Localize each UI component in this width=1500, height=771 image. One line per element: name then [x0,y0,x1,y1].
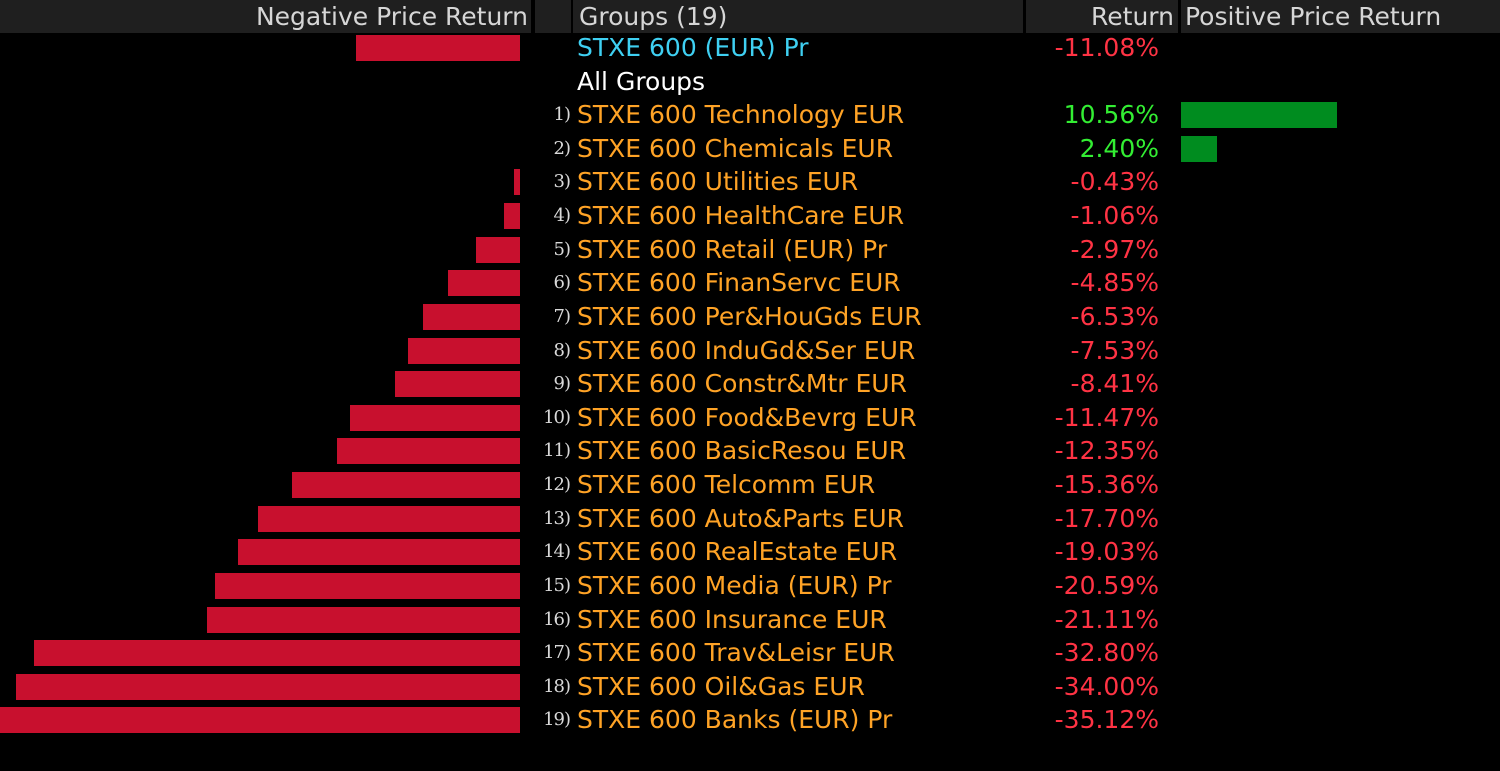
row-number: 19) [543,709,571,731]
row-number: 14) [543,541,571,563]
group-return-value: 10.56% [1063,100,1159,130]
negative-return-header[interactable]: Negative Price Return [0,0,531,33]
group-return-value: -4.85% [1070,268,1159,298]
row-number: 7) [553,305,571,327]
return-bar[interactable] [0,707,520,734]
group-name[interactable]: STXE 600 Trav&Leisr EUR [577,638,895,668]
group-name[interactable]: STXE 600 Auto&Parts EUR [577,503,905,533]
group-name[interactable]: STXE 600 FinanServc EUR [577,268,901,298]
group-name[interactable]: STXE 600 Chemicals EUR [577,133,894,163]
return-bar[interactable] [408,337,520,364]
return-bar[interactable] [1181,102,1338,129]
return-bar[interactable] [475,236,520,263]
benchmark-name[interactable]: STXE 600 (EUR) Pr [577,33,809,62]
positive-return-header[interactable]: Positive Price Return [1181,0,1500,33]
group-return-value: 2.40% [1079,133,1159,163]
group-return-value: -19.03% [1054,537,1159,567]
row-number: 4) [553,205,571,227]
group-name[interactable]: STXE 600 Insurance EUR [577,604,887,634]
group-return-value: -15.36% [1054,470,1159,500]
row-number: 18) [543,675,571,697]
group-name[interactable]: STXE 600 Telcomm EUR [577,470,876,500]
return-bar[interactable] [207,606,520,633]
group-name[interactable]: STXE 600 InduGd&Ser EUR [577,335,916,365]
return-bar[interactable] [336,438,520,465]
group-name[interactable]: STXE 600 Technology EUR [577,100,905,130]
return-bar[interactable] [350,404,520,431]
group-return-value: -12.35% [1054,436,1159,466]
benchmark-return-bar[interactable] [355,35,520,61]
return-bar[interactable] [33,640,520,667]
return-bar[interactable] [292,472,520,499]
return-bar[interactable] [395,371,520,398]
group-name[interactable]: STXE 600 Per&HouGds EUR [577,301,922,331]
row-number: 3) [553,171,571,193]
group-name[interactable]: STXE 600 Oil&Gas EUR [577,671,865,701]
row-number: 16) [543,608,571,630]
row-number: 12) [543,474,571,496]
group-name[interactable]: STXE 600 RealEstate EUR [577,537,898,567]
group-return-value: -7.53% [1070,335,1159,365]
row-number: 15) [543,574,571,596]
group-name[interactable]: STXE 600 Constr&Mtr EUR [577,369,907,399]
return-bar[interactable] [1181,135,1217,162]
group-return-value: -2.97% [1070,234,1159,264]
row-number: 1) [553,104,571,126]
group-return-value: -0.43% [1070,167,1159,197]
return-bar[interactable] [504,203,520,230]
row-number: 6) [553,272,571,294]
header-spacer [535,0,571,33]
return-bar[interactable] [513,169,520,196]
row-number: 17) [543,642,571,664]
group-name[interactable]: STXE 600 Media (EUR) Pr [577,570,892,600]
group-name[interactable]: STXE 600 HealthCare EUR [577,201,905,231]
return-header[interactable]: Return [1026,0,1178,33]
return-bar[interactable] [214,572,520,599]
return-bar[interactable] [16,673,520,700]
group-return-value: -17.70% [1054,503,1159,533]
group-name[interactable]: STXE 600 Banks (EUR) Pr [577,705,893,735]
row-number: 8) [553,339,571,361]
group-return-value: -20.59% [1054,570,1159,600]
row-number: 2) [553,137,571,159]
group-return-value: -6.53% [1070,301,1159,331]
group-return-value: -8.41% [1070,369,1159,399]
group-return-value: -35.12% [1054,705,1159,735]
return-bar[interactable] [237,539,520,566]
all-groups-label[interactable]: All Groups [577,66,706,96]
return-bar[interactable] [423,303,520,330]
return-bar[interactable] [448,270,520,297]
benchmark-return-value: -11.08% [1054,33,1159,62]
row-number: 10) [543,406,571,428]
row-number: 11) [543,440,571,462]
group-name[interactable]: STXE 600 Utilities EUR [577,167,859,197]
row-number: 5) [553,238,571,260]
group-return-value: -32.80% [1054,638,1159,668]
return-bar[interactable] [257,505,520,532]
group-name[interactable]: STXE 600 Food&Bevrg EUR [577,402,917,432]
groups-header[interactable]: Groups (19) [573,0,1023,33]
group-return-value: -11.47% [1054,402,1159,432]
group-return-value: -21.11% [1054,604,1159,634]
group-return-value: -1.06% [1070,201,1159,231]
group-return-value: -34.00% [1054,671,1159,701]
row-number: 13) [543,507,571,529]
group-name[interactable]: STXE 600 BasicResou EUR [577,436,907,466]
row-number: 9) [553,373,571,395]
group-name[interactable]: STXE 600 Retail (EUR) Pr [577,234,888,264]
